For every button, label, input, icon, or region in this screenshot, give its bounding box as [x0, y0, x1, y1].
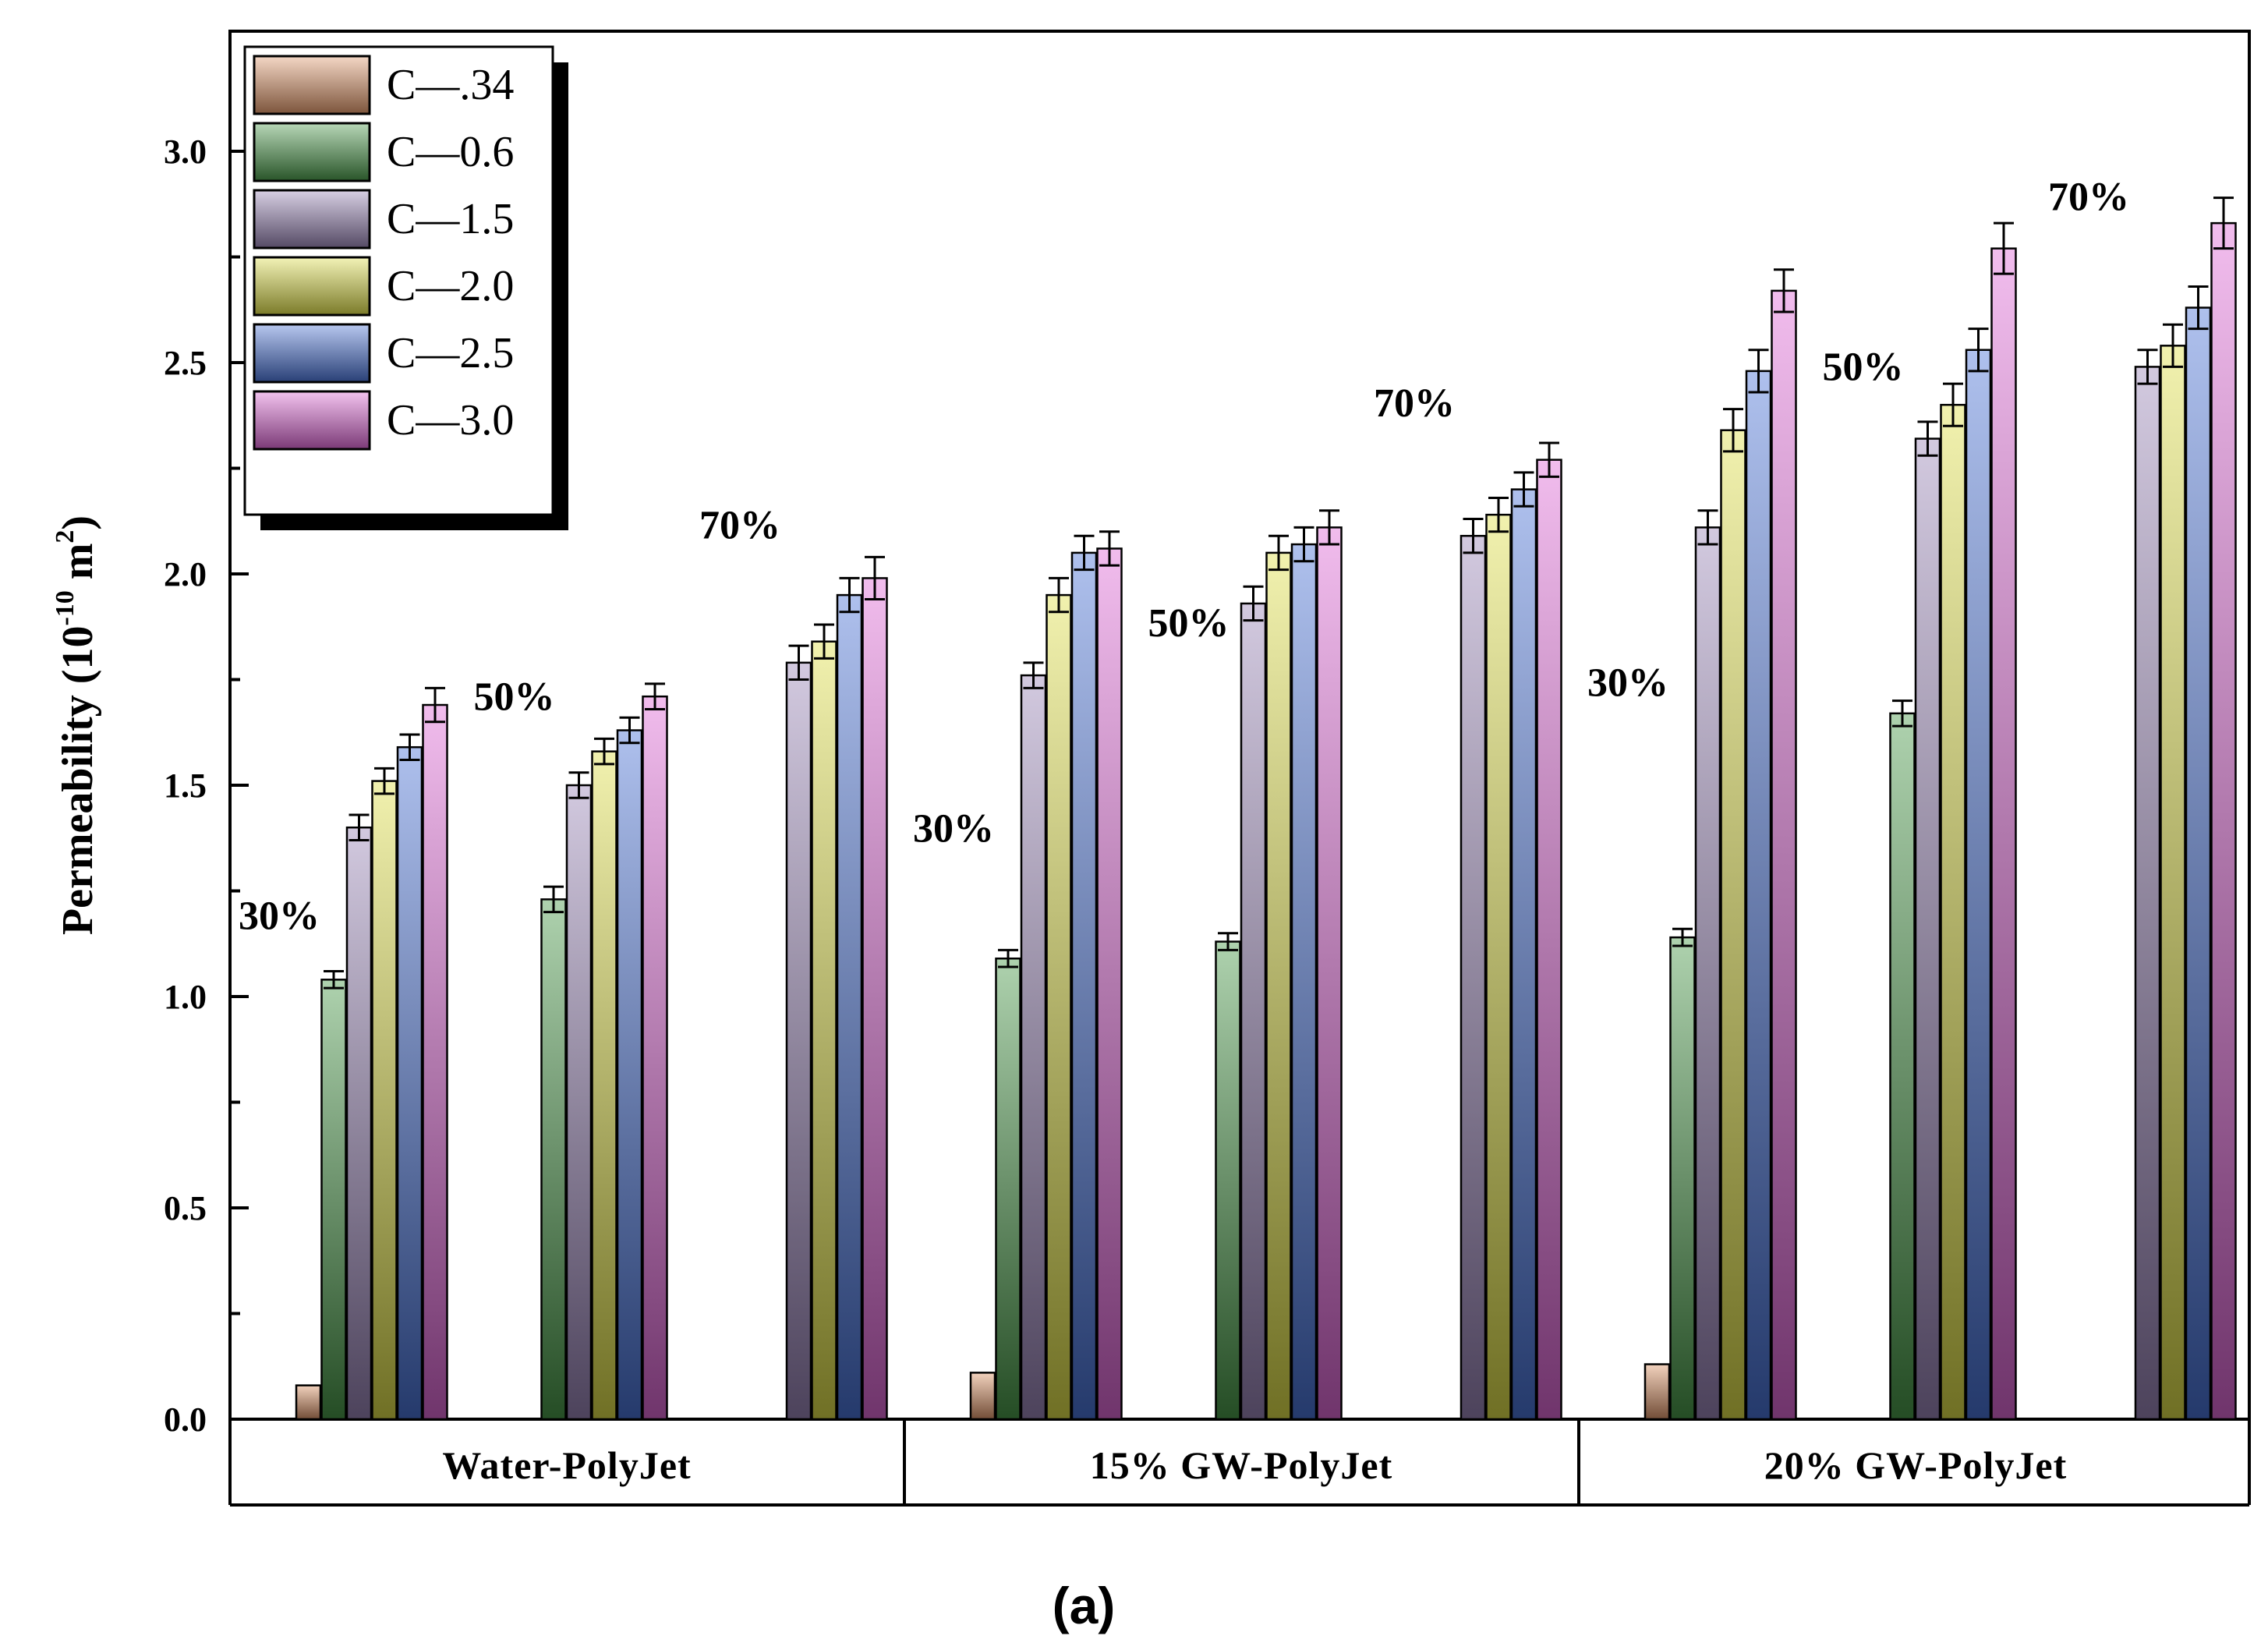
- bar: [1240, 602, 1267, 1421]
- bar: [1316, 526, 1343, 1421]
- bar: [1070, 551, 1098, 1421]
- legend-swatch: [253, 256, 371, 317]
- cluster-label: 50%: [1823, 345, 1904, 389]
- bar: [1694, 526, 1721, 1421]
- y-tick-label: 2.0: [164, 555, 207, 593]
- legend-swatch: [253, 189, 371, 250]
- bar: [1720, 429, 1746, 1421]
- legend-label: C—3.0: [387, 396, 514, 444]
- bar: [2210, 221, 2237, 1421]
- bar: [295, 1384, 322, 1421]
- legend-swatch: [253, 323, 371, 384]
- bar: [811, 640, 837, 1421]
- legend-swatch: [253, 55, 371, 115]
- cluster-label: 30%: [1587, 661, 1668, 706]
- group-label: Water-PolyJet: [442, 1443, 691, 1487]
- bar: [422, 703, 448, 1421]
- bar-series: [295, 197, 2237, 1421]
- legend-swatch: [253, 390, 371, 451]
- bar: [2160, 345, 2186, 1421]
- cluster-label: 30%: [239, 894, 320, 939]
- bar: [1020, 674, 1047, 1421]
- bar: [1046, 593, 1072, 1421]
- bar: [1940, 403, 1966, 1421]
- bar: [1510, 488, 1537, 1421]
- bar: [320, 979, 347, 1421]
- figure-caption: (a): [1053, 1577, 1116, 1634]
- bar: [1889, 712, 1916, 1421]
- bar: [2185, 306, 2212, 1421]
- bar: [1096, 547, 1123, 1421]
- group-labels: Water-PolyJet 15% GW-PolyJet 20% GW-PolyJe…: [442, 1443, 2067, 1487]
- bar: [836, 593, 863, 1421]
- bar: [995, 957, 1021, 1421]
- bar: [565, 784, 593, 1421]
- bar: [1215, 940, 1241, 1421]
- legend-swatch: [253, 122, 371, 182]
- cluster-label: 70%: [2048, 175, 2129, 219]
- y-tick-label: 0.0: [164, 1400, 207, 1439]
- legend-label: C—.34: [387, 61, 514, 109]
- cluster-label: 50%: [474, 675, 555, 720]
- bar: [785, 661, 812, 1421]
- cluster-label: 50%: [1148, 601, 1230, 646]
- bar: [1771, 289, 1797, 1421]
- bar: [1990, 247, 2017, 1421]
- bar: [1536, 459, 1562, 1421]
- bar: [1265, 551, 1292, 1421]
- bar: [1965, 349, 1992, 1421]
- bar: [2134, 366, 2161, 1421]
- y-tick-label: 3.0: [164, 133, 207, 171]
- cluster-label: 30%: [913, 806, 994, 851]
- bar: [371, 780, 398, 1421]
- y-tick-label: 1.0: [164, 978, 207, 1016]
- group-label: 15% GW-PolyJet: [1090, 1443, 1392, 1487]
- legend-label: C—0.6: [387, 128, 514, 176]
- y-tick-label: 1.5: [164, 767, 207, 805]
- y-axis-title: Permeability (10-10 m2): [51, 515, 102, 935]
- y-axis: 0.0 0.5 1.0 1.5 2.0 2.5 3.0: [164, 133, 249, 1439]
- bar: [969, 1372, 996, 1421]
- bar: [396, 745, 423, 1421]
- cluster-label: 70%: [1374, 381, 1455, 426]
- bar: [1290, 543, 1318, 1421]
- bar: [1485, 513, 1512, 1421]
- bar: [345, 826, 373, 1421]
- legend-label: C—2.0: [387, 262, 514, 310]
- legend-label: C—2.5: [387, 329, 514, 377]
- bar: [642, 695, 668, 1421]
- bar: [616, 729, 643, 1421]
- y-tick-label: 2.5: [164, 344, 207, 382]
- cluster-labels: 30% 50% 70% 30% 50% 70% 30% 50% 70%: [239, 175, 2129, 938]
- bar: [1745, 370, 1772, 1421]
- bar: [1644, 1363, 1671, 1421]
- y-tick-label: 0.5: [164, 1189, 207, 1227]
- bar: [540, 898, 567, 1421]
- bar: [1914, 437, 1941, 1421]
- bar: [591, 750, 617, 1421]
- bar: [1460, 534, 1487, 1421]
- bar: [1669, 936, 1696, 1421]
- group-label: 20% GW-PolyJet: [1764, 1443, 2067, 1487]
- bar: [862, 577, 888, 1421]
- cluster-label: 70%: [699, 504, 780, 548]
- legend: C—.34 C—0.6 C—1.5 C—2.0 C—2.5 C—3.0: [253, 55, 514, 451]
- legend-label: C—1.5: [387, 195, 514, 243]
